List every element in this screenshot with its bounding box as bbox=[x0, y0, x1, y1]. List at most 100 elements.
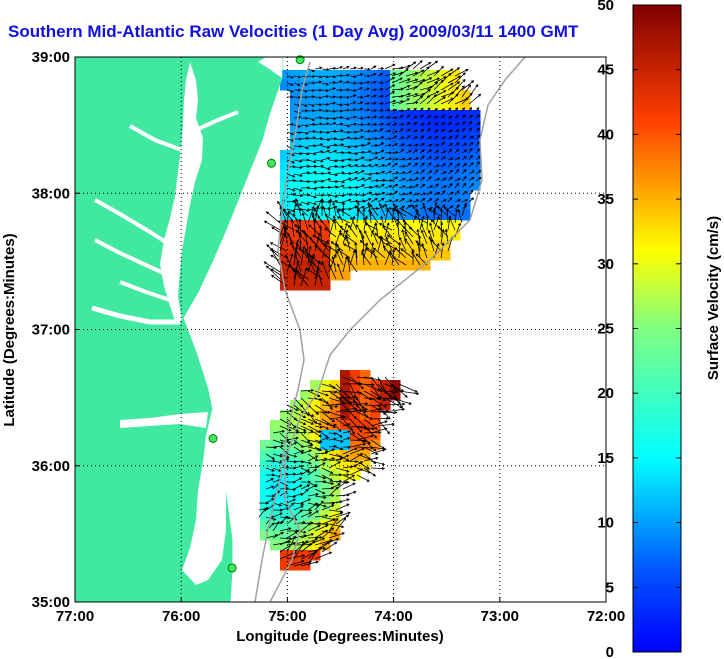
velocity-cell bbox=[330, 200, 341, 211]
velocity-cell bbox=[320, 70, 331, 81]
velocity-cell bbox=[400, 260, 411, 271]
velocity-cell bbox=[400, 140, 411, 151]
velocity-arrow bbox=[475, 134, 481, 140]
velocity-arrow bbox=[320, 197, 324, 217]
isobath-contour-outer bbox=[269, 57, 526, 602]
velocity-arrow bbox=[300, 498, 312, 504]
velocity-cell bbox=[400, 200, 411, 211]
velocity-arrow bbox=[447, 157, 454, 161]
velocity-arrow bbox=[342, 151, 352, 155]
velocity-arrow bbox=[335, 116, 344, 120]
velocity-arrow bbox=[356, 135, 365, 140]
velocity-arrow bbox=[405, 143, 413, 147]
velocity-cell bbox=[410, 120, 421, 131]
velocity-cell bbox=[470, 150, 481, 161]
velocity-arrow bbox=[398, 98, 411, 105]
velocity-cell bbox=[310, 520, 321, 531]
velocity-cell bbox=[460, 120, 471, 131]
velocity-arrow bbox=[412, 107, 417, 112]
velocity-cell bbox=[420, 70, 431, 81]
velocity-cell bbox=[350, 440, 361, 451]
velocity-arrow bbox=[412, 69, 425, 77]
velocity-arrow bbox=[349, 115, 357, 119]
velocity-cell bbox=[300, 410, 311, 421]
velocity-cell bbox=[350, 400, 361, 411]
velocity-cell bbox=[350, 150, 361, 161]
velocity-arrow bbox=[370, 242, 375, 259]
colorbar-tick-label: 0 bbox=[606, 644, 614, 659]
velocity-cell bbox=[430, 130, 441, 141]
velocity-cell bbox=[340, 430, 351, 441]
velocity-arrow bbox=[307, 549, 317, 567]
velocity-arrow bbox=[433, 76, 447, 84]
velocity-arrow bbox=[384, 185, 393, 189]
velocity-arrow bbox=[342, 163, 352, 168]
velocity-cell bbox=[300, 550, 311, 561]
velocity-arrow bbox=[468, 189, 474, 196]
radar-station-marker[interactable] bbox=[227, 563, 237, 573]
velocity-cell bbox=[340, 460, 351, 471]
velocity-arrow bbox=[321, 122, 330, 126]
velocity-arrow bbox=[342, 207, 352, 211]
velocity-arrow bbox=[356, 156, 365, 161]
velocity-arrow bbox=[300, 208, 310, 212]
radar-station-marker[interactable] bbox=[266, 158, 276, 168]
velocity-arrow bbox=[419, 114, 424, 119]
velocity-cell bbox=[310, 530, 321, 541]
velocity-arrow bbox=[349, 215, 356, 231]
velocity-arrow bbox=[265, 467, 275, 472]
velocity-arrow bbox=[307, 194, 318, 199]
velocity-arrow bbox=[270, 268, 288, 280]
velocity-arrow bbox=[321, 130, 331, 134]
velocity-arrow bbox=[370, 115, 378, 119]
velocity-cell bbox=[390, 230, 401, 241]
velocity-arrow bbox=[265, 485, 275, 490]
velocity-arrow bbox=[293, 187, 303, 192]
velocity-cell bbox=[350, 250, 361, 261]
velocity-arrow bbox=[391, 176, 399, 182]
velocity-cell bbox=[380, 80, 391, 91]
velocity-arrow bbox=[457, 208, 463, 224]
velocity-arrow bbox=[328, 198, 333, 217]
velocity-arrow bbox=[370, 192, 380, 196]
velocity-cell bbox=[340, 170, 351, 181]
velocity-cell bbox=[310, 130, 321, 141]
velocity-arrow bbox=[335, 517, 347, 532]
velocity-arrow bbox=[405, 178, 413, 182]
velocity-arrow bbox=[263, 220, 281, 231]
velocity-arrow bbox=[433, 192, 441, 196]
velocity-arrow bbox=[293, 520, 307, 525]
velocity-arrow bbox=[411, 251, 421, 266]
velocity-arrow bbox=[300, 522, 312, 532]
velocity-arrow bbox=[426, 162, 432, 168]
velocity-arrow bbox=[419, 61, 432, 70]
velocity-arrow bbox=[349, 94, 357, 98]
velocity-cell bbox=[370, 130, 381, 141]
velocity-cell bbox=[270, 490, 281, 501]
velocity-arrow bbox=[321, 425, 330, 430]
velocity-arrow bbox=[426, 81, 439, 91]
velocity-arrow bbox=[377, 72, 384, 77]
velocity-arrow bbox=[391, 199, 399, 203]
velocity-arrow bbox=[365, 247, 379, 259]
velocity-cell bbox=[440, 130, 451, 141]
velocity-arrow bbox=[402, 219, 414, 231]
velocity-arrow bbox=[363, 446, 379, 455]
velocity-cell bbox=[360, 100, 371, 111]
radar-station-marker[interactable] bbox=[208, 434, 218, 443]
velocity-arrow bbox=[293, 418, 307, 425]
velocity-arrow bbox=[356, 123, 365, 127]
velocity-arrow bbox=[314, 524, 329, 532]
velocity-arrow bbox=[300, 124, 309, 128]
velocity-cell bbox=[330, 380, 341, 391]
velocity-arrow bbox=[384, 90, 396, 98]
velocity-arrow bbox=[314, 404, 329, 414]
velocity-arrow bbox=[307, 510, 320, 518]
velocity-cell bbox=[280, 190, 291, 201]
velocity-cell bbox=[280, 520, 291, 531]
velocity-arrow bbox=[433, 215, 440, 231]
velocity-arrow bbox=[454, 85, 465, 98]
velocity-arrow bbox=[461, 190, 468, 196]
velocity-arrow bbox=[265, 453, 276, 460]
radar-station-marker[interactable] bbox=[295, 55, 305, 65]
